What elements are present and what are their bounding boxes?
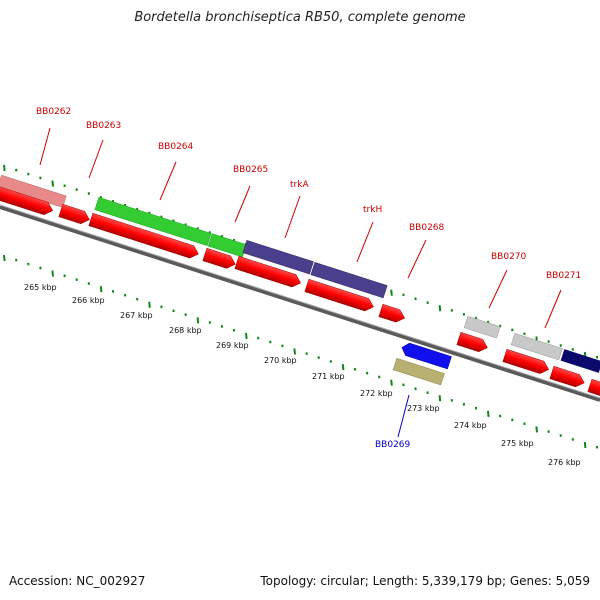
map-title: Bordetella bronchiseptica RB50, complete…	[134, 10, 466, 25]
major-tick	[438, 395, 442, 402]
gene-bb0271-next[interactable]	[560, 349, 600, 373]
major-tick	[341, 363, 345, 371]
label-bb0263: BB0263	[86, 121, 121, 131]
major-tick	[293, 348, 296, 355]
cds-arrow[interactable]	[304, 278, 376, 313]
genome-summary: Topology: circular; Length: 5,339,179 bp…	[260, 574, 590, 588]
major-tick	[196, 317, 200, 324]
cds-arrow[interactable]	[202, 247, 237, 270]
major-tick	[438, 305, 442, 312]
gene-trka[interactable]	[242, 239, 314, 275]
major-tick	[390, 289, 393, 296]
kbp-label: 268 kbp	[169, 326, 202, 335]
cds-arrow[interactable]	[58, 203, 92, 226]
genome-backbone-highlight	[0, 204, 600, 399]
cds-arrow[interactable]	[0, 183, 55, 217]
label-bb0268: BB0268	[409, 223, 445, 233]
label-bb0265: BB0265	[233, 165, 268, 175]
label-bb0270: BB0270	[491, 252, 527, 262]
bb0269-leader	[397, 394, 410, 438]
accession: Accession: NC_002927	[9, 574, 146, 588]
cds-arrow[interactable]	[502, 348, 551, 375]
cds-arrow[interactable]	[378, 303, 407, 324]
kbp-label: 276 kbp	[548, 458, 581, 467]
cds-arrow[interactable]	[88, 212, 201, 260]
kbp-label: 266 kbp	[72, 296, 105, 305]
major-tick	[51, 270, 54, 277]
kbp-label: 265 kbp	[24, 283, 57, 292]
label-trka: trkA	[290, 180, 309, 190]
gene-bb0271[interactable]	[510, 332, 563, 361]
kbp-label: 273 kbp	[407, 404, 440, 413]
label-leaders	[39, 127, 562, 329]
label-trkh: trkH	[363, 205, 382, 215]
cds-arrow[interactable]	[234, 255, 303, 289]
cds-track	[0, 183, 600, 397]
label-bb0269: BB0269	[375, 440, 411, 450]
kbp-label: 275 kbp	[501, 439, 534, 448]
gene-bb0269[interactable]	[400, 341, 452, 370]
major-tick	[3, 164, 6, 172]
gene-bb0269-olive[interactable]	[392, 357, 445, 386]
cds-arrow[interactable]	[456, 331, 490, 354]
label-bb0262: BB0262	[36, 107, 71, 117]
kbp-label: 269 kbp	[216, 341, 249, 350]
genome-backbone	[0, 205, 600, 402]
major-tick	[99, 286, 103, 293]
kbp-label: 267 kbp	[120, 311, 153, 320]
major-tick	[487, 410, 490, 417]
gene-bb0270[interactable]	[463, 315, 501, 339]
major-tick	[583, 441, 587, 449]
kbp-label: 270 kbp	[264, 356, 297, 365]
cds-arrow[interactable]	[549, 365, 586, 389]
cds-arrow[interactable]	[587, 378, 600, 397]
kbp-label: 272 kbp	[360, 389, 393, 398]
major-tick	[51, 180, 54, 187]
label-bb0271: BB0271	[546, 271, 581, 281]
major-tick	[535, 426, 538, 433]
lower-tick-track	[3, 254, 599, 449]
major-tick	[245, 332, 248, 340]
kbp-label: 274 kbp	[454, 421, 487, 430]
major-tick	[148, 301, 151, 308]
major-tick	[3, 254, 6, 262]
kbp-label: 271 kbp	[312, 372, 345, 381]
label-bb0264: BB0264	[158, 142, 194, 152]
gene-bb0264[interactable]	[94, 196, 212, 247]
major-tick	[390, 379, 393, 386]
gene-trkh[interactable]	[310, 261, 388, 299]
